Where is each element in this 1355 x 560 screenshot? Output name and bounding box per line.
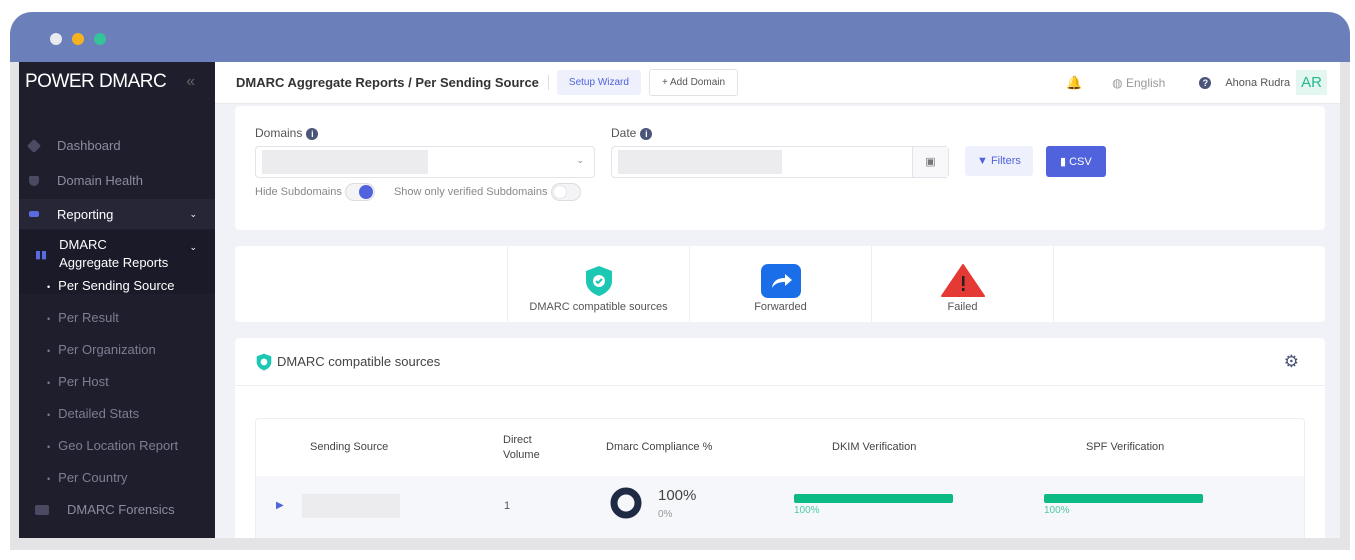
- column-header[interactable]: Sending Source: [310, 441, 389, 453]
- sidebar-subitem-per-result[interactable]: Per Result: [47, 310, 119, 325]
- pulse-icon: [35, 504, 49, 515]
- chevron-down-icon: ⌄: [576, 155, 584, 165]
- gear-icon[interactable]: ⚙: [1283, 351, 1299, 371]
- window-maximize-dot[interactable]: [94, 33, 106, 45]
- sending-source-redacted: [302, 494, 400, 518]
- dkim-progress-bar: [794, 494, 953, 503]
- column-header[interactable]: Dmarc Compliance %: [606, 441, 713, 453]
- window-close-dot[interactable]: [50, 33, 62, 45]
- sidebar-item-reporting[interactable]: Reporting ⌄: [19, 199, 215, 229]
- globe-icon: ◍: [1112, 75, 1126, 90]
- csv-button[interactable]: ▮ CSV: [1046, 146, 1106, 177]
- spf-progress-bar: [1044, 494, 1203, 503]
- list-icon: [29, 211, 39, 217]
- bell-icon[interactable]: 🔔: [1065, 74, 1083, 90]
- verified-subdomains-toggle[interactable]: [550, 183, 581, 201]
- file-icon: ▮: [1060, 156, 1070, 168]
- domains-select[interactable]: ⌄: [255, 146, 595, 178]
- column-header[interactable]: Direct Volume: [503, 434, 540, 461]
- stat-failed[interactable]: Failed: [871, 246, 1053, 322]
- chevron-down-icon: ⌄: [189, 208, 197, 219]
- sidebar-subitem-per-host[interactable]: Per Host: [47, 374, 109, 389]
- forward-icon: [760, 264, 801, 298]
- sidebar-subitem-per-country[interactable]: Per Country: [47, 470, 127, 485]
- hide-subdomains-label: Hide Subdomains: [255, 185, 342, 198]
- stats-panel: DMARC compatible sources Forwarded Faile…: [235, 246, 1325, 322]
- date-range-input[interactable]: ▣: [611, 146, 949, 178]
- window-minimize-dot[interactable]: [72, 33, 84, 45]
- filters-button[interactable]: ▼ Filters: [965, 146, 1033, 176]
- help-icon[interactable]: ?: [1199, 76, 1212, 89]
- warning-icon: [940, 264, 985, 297]
- compliance-value: 100%: [658, 487, 697, 504]
- stat-forwarded[interactable]: Forwarded: [689, 246, 871, 322]
- user-name[interactable]: Ahona Rudra: [1225, 76, 1291, 89]
- expand-row-icon[interactable]: ▶: [276, 500, 284, 511]
- browser-window: POWER DMARC « Dashboard Domain Health Rep…: [10, 12, 1350, 550]
- dkim-percent: 100%: [794, 505, 820, 516]
- shield-check-icon: [585, 266, 612, 296]
- section-title: DMARC compatible sources: [277, 354, 441, 369]
- compliance-sub-value: 0%: [658, 509, 673, 520]
- shield-check-icon: [256, 353, 272, 370]
- setup-wizard-button[interactable]: Setup Wizard: [556, 70, 641, 95]
- chevron-down-icon: ⌄: [189, 242, 197, 252]
- diamond-icon: [26, 138, 42, 153]
- filter-icon: ▼: [977, 155, 991, 167]
- verified-subdomains-label: Show only verified Subdomains: [393, 185, 548, 198]
- sidebar-subitem-per-organization[interactable]: Per Organization: [47, 342, 156, 357]
- sidebar-item-dmarc-forensics[interactable]: DMARC Forensics: [19, 502, 215, 517]
- info-icon[interactable]: i: [306, 128, 319, 140]
- collapse-sidebar-icon[interactable]: «: [186, 73, 195, 90]
- domains-label: Domains: [255, 126, 303, 140]
- avatar[interactable]: AR: [1296, 70, 1327, 95]
- shield-icon: [29, 175, 39, 186]
- language-selector[interactable]: ◍ English: [1112, 75, 1166, 90]
- sidebar-subitem-geo-location[interactable]: Geo Location Report: [47, 438, 178, 453]
- sidebar-item-domain-health[interactable]: Domain Health: [19, 173, 215, 188]
- add-domain-button[interactable]: + Add Domain: [648, 69, 739, 96]
- hide-subdomains-toggle[interactable]: [344, 183, 375, 201]
- sidebar-subitem-per-sending-source[interactable]: Per Sending Source: [47, 278, 174, 293]
- calendar-icon[interactable]: ▣: [912, 147, 948, 177]
- bar-chart-icon: ▮▮: [35, 249, 48, 261]
- title-bar: [10, 12, 1350, 62]
- sidebar-subitem-detailed-stats[interactable]: Detailed Stats: [47, 406, 139, 421]
- table-row[interactable]: ▶ 1 100% 0% 100% 100%: [256, 476, 1304, 538]
- top-header: DMARC Aggregate Reports / Per Sending So…: [215, 62, 1340, 104]
- sidebar-item-dashboard[interactable]: Dashboard: [19, 138, 215, 153]
- spf-percent: 100%: [1044, 505, 1070, 516]
- direct-volume: 1: [504, 500, 511, 512]
- filters-panel: Domains i ⌄ Date i ▣ ▼ Filters ▮ CSV Hide …: [235, 106, 1325, 230]
- logo: POWER DMARC: [25, 71, 167, 92]
- column-header[interactable]: DKIM Verification: [832, 441, 917, 453]
- sources-table: Sending Source Direct Volume Dmarc Compl…: [255, 418, 1305, 538]
- sidebar: POWER DMARC « Dashboard Domain Health Rep…: [19, 62, 215, 538]
- compliance-donut: [610, 487, 642, 519]
- column-header[interactable]: SPF Verification: [1086, 441, 1165, 453]
- stat-dmarc-compatible[interactable]: DMARC compatible sources: [507, 246, 689, 322]
- date-label: Date: [611, 126, 637, 140]
- breadcrumb: DMARC Aggregate Reports / Per Sending So…: [236, 75, 549, 90]
- compatible-sources-panel: DMARC compatible sources ⚙ Sending Sourc…: [235, 338, 1325, 538]
- info-icon[interactable]: i: [640, 128, 653, 140]
